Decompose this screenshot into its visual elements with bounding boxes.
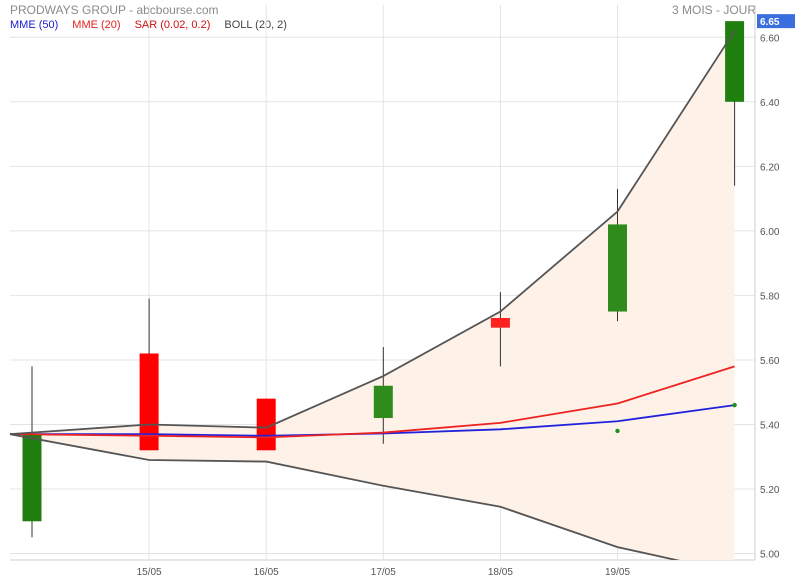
legend-item-0: MME (50)	[10, 19, 59, 31]
y-tick-label: 6.40	[760, 98, 780, 109]
bollinger-band-fill	[10, 30, 735, 560]
candle-body	[490, 317, 510, 328]
candle-body	[725, 21, 745, 102]
y-tick-label: 6.60	[760, 33, 780, 44]
legend-item-3: BOLL (20, 2)	[224, 19, 287, 31]
y-tick-label: 5.20	[760, 485, 780, 496]
y-tick-label: 6.20	[760, 162, 780, 173]
last-price-label: 6.65	[760, 17, 780, 28]
legend-item-2: SAR (0.02, 0.2)	[134, 19, 211, 31]
candle-body	[373, 385, 393, 419]
y-tick-label: 5.80	[760, 291, 780, 302]
mme50-line	[10, 404, 735, 437]
last-price-tag	[757, 14, 795, 29]
indicator-legend: MME (50) MME (20) SAR (0.02, 0.2) BOLL (20,…	[10, 19, 301, 31]
y-tick-label: 5.40	[760, 420, 780, 431]
boll-lower-line	[10, 433, 681, 560]
y-tick-label: 5.60	[760, 356, 780, 367]
chart-title: PRODWAYS GROUP - abcbourse.com	[10, 3, 219, 17]
y-tick-label: 5.00	[760, 550, 780, 561]
candle-body	[608, 224, 627, 312]
x-tick-label: 18/05	[488, 567, 513, 578]
y-tick-label: 6.00	[760, 227, 780, 238]
x-tick-label: 16/05	[254, 567, 279, 578]
candle-body	[139, 353, 159, 451]
x-tick-label: 17/05	[371, 567, 396, 578]
mme20-line	[10, 365, 735, 439]
plot-area	[10, 21, 745, 560]
legend-item-1: MME (20)	[72, 19, 121, 31]
boll-upper-line	[10, 30, 736, 436]
candle-body	[22, 434, 42, 522]
period-selector[interactable]: 3 MOIS - JOUR	[671, 3, 756, 17]
x-tick-label: 19/05	[605, 567, 630, 578]
sar-point	[615, 428, 620, 434]
x-tick-label: 15/05	[137, 567, 162, 578]
sar-point	[732, 402, 737, 408]
